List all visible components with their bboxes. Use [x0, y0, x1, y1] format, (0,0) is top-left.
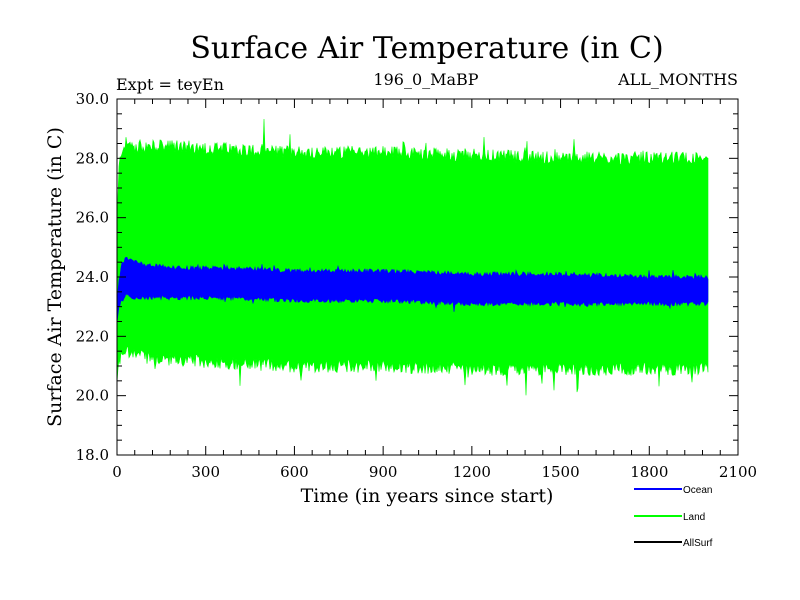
experiment-label: Expt = teyEn — [116, 75, 224, 94]
ocean-series-band — [116, 256, 709, 324]
x-tick-label: 1200 — [453, 463, 491, 481]
y-tick-label: 28.0 — [76, 149, 109, 167]
x-tick-label: 600 — [280, 463, 309, 481]
land-series-band — [116, 118, 709, 396]
x-tick-label: 1800 — [630, 463, 668, 481]
x-tick-label: 300 — [191, 463, 220, 481]
y-axis-ticks — [117, 98, 738, 456]
x-tick-label: 1500 — [541, 463, 579, 481]
x-tick-label: 0 — [112, 463, 122, 481]
legend-label-ocean: Ocean — [683, 485, 712, 496]
y-tick-label: 26.0 — [76, 209, 109, 227]
x-tick-label: 900 — [369, 463, 398, 481]
x-axis-ticks — [116, 99, 739, 455]
legend-label-land: Land — [683, 512, 705, 523]
legend-label-allsurf: AllSurf — [683, 538, 713, 549]
chart-title: Surface Air Temperature (in C) — [190, 31, 663, 66]
y-tick-label: 20.0 — [76, 387, 109, 405]
y-tick-label: 24.0 — [76, 268, 109, 286]
y-tick-label: 18.0 — [76, 446, 109, 464]
period-label: 196_0_MaBP — [373, 70, 478, 89]
y-tick-label: 22.0 — [76, 327, 109, 345]
land-series-layer — [116, 118, 709, 396]
y-tick-label: 30.0 — [76, 90, 109, 108]
x-tick-label: 2100 — [719, 463, 757, 481]
ocean-series-layer — [116, 256, 709, 324]
legend: Ocean Land AllSurf — [634, 485, 713, 549]
x-axis-tick-labels: 0 300 600 900 1200 1500 1800 2100 — [112, 463, 757, 481]
y-axis-tick-labels: 18.0 20.0 22.0 24.0 26.0 28.0 30.0 — [76, 90, 109, 464]
months-label: ALL_MONTHS — [617, 70, 738, 89]
y-axis-label: Surface Air Temperature (in C) — [44, 127, 66, 427]
x-axis-label: Time (in years since start) — [301, 485, 554, 507]
